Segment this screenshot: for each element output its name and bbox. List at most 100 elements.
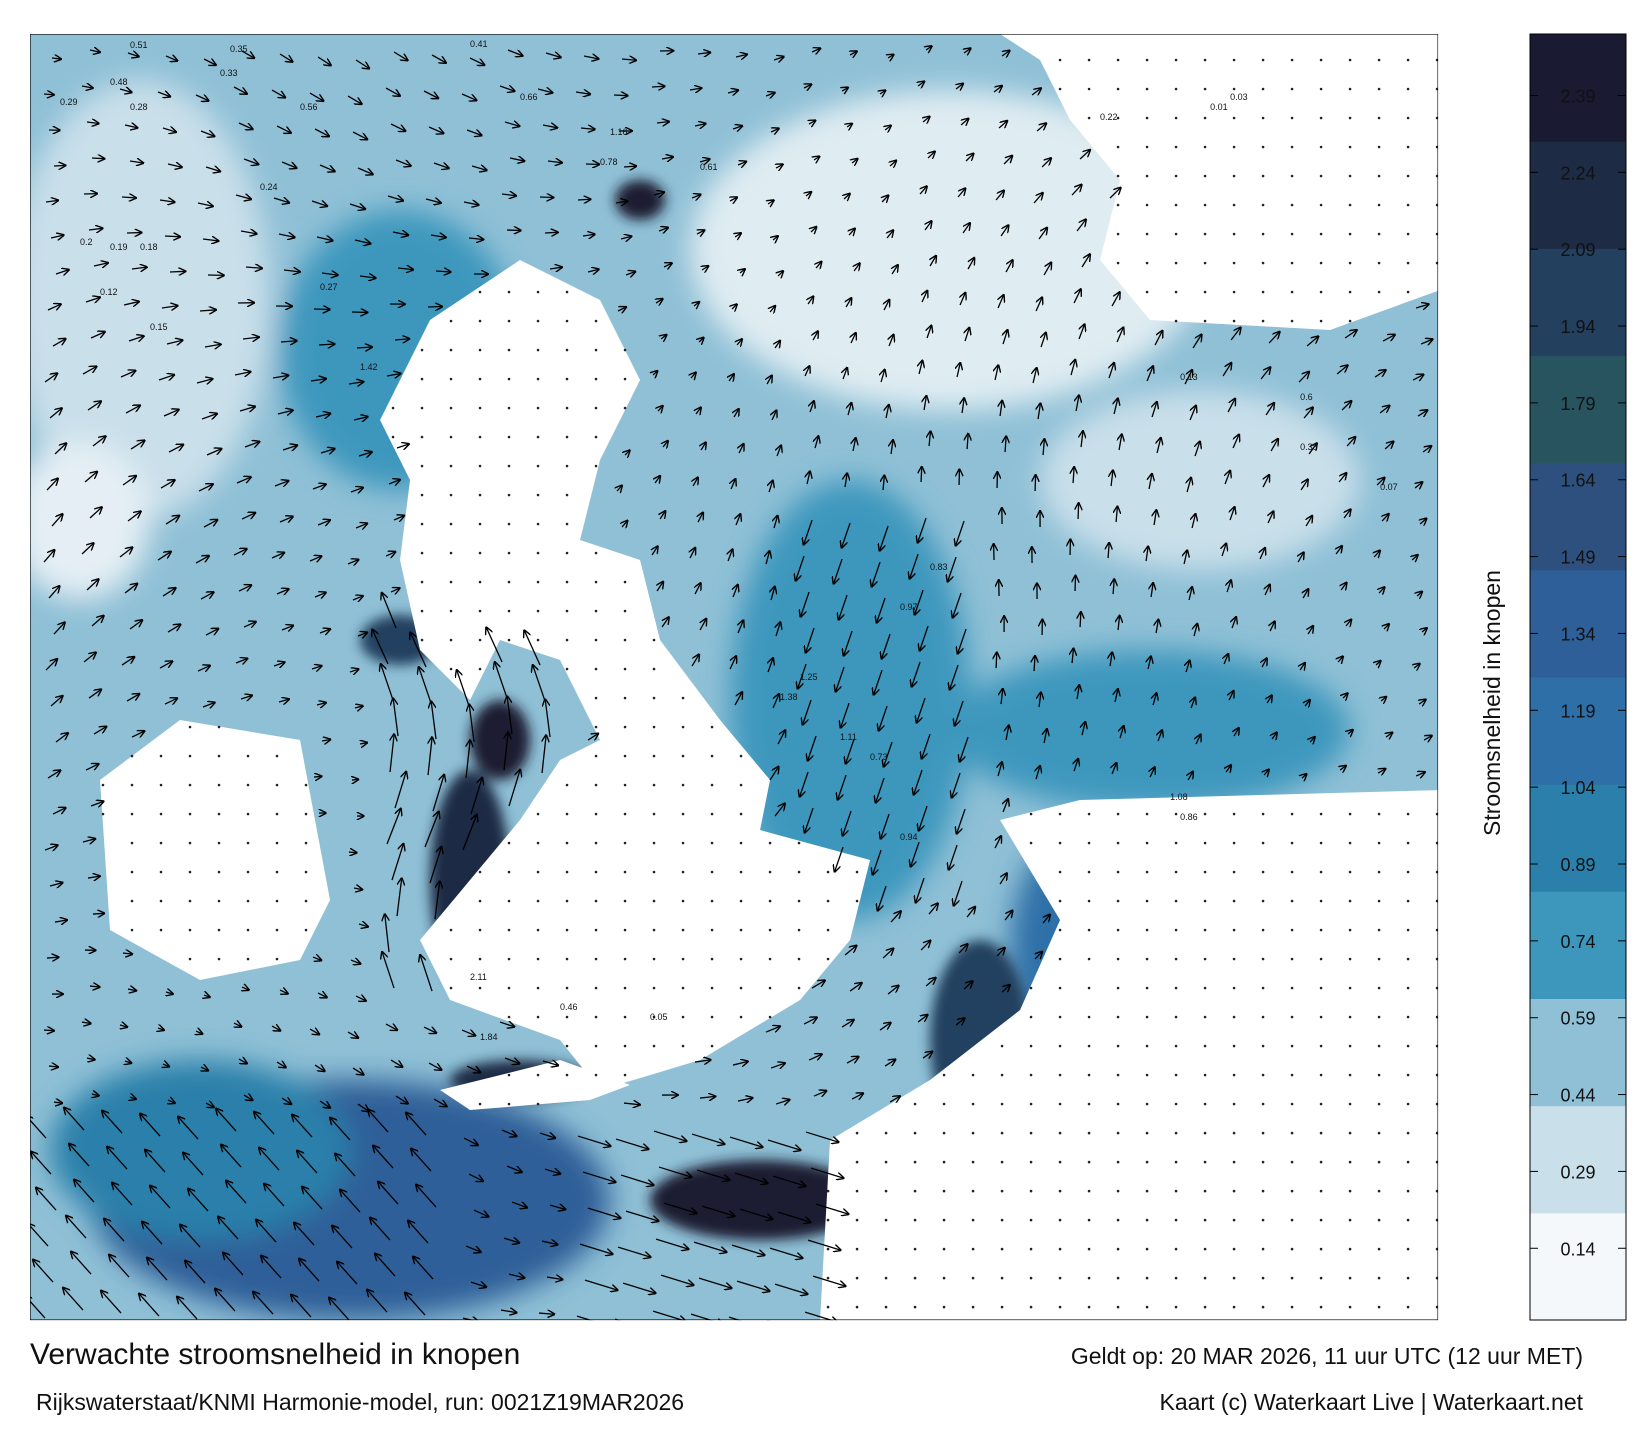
current-arrow: [416, 1185, 437, 1208]
grid-dot: [449, 348, 453, 352]
grid-dot: [478, 493, 482, 497]
current-arrow: [542, 125, 557, 128]
current-arrow: [127, 53, 139, 57]
grid-dot: [652, 783, 656, 787]
current-arrow: [423, 1027, 436, 1033]
current-arrow: [375, 1254, 396, 1277]
grid-dot: [1116, 841, 1120, 845]
current-arrow: [923, 117, 930, 122]
grid-dot: [739, 899, 743, 903]
grid-dot: [507, 522, 511, 526]
grid-dot: [1116, 1160, 1120, 1164]
current-arrow: [1306, 336, 1318, 347]
speed-label: 1.38: [780, 692, 798, 702]
grid-dot: [913, 1305, 917, 1309]
grid-dot: [1174, 145, 1178, 149]
current-arrow: [503, 732, 508, 771]
grid-dot: [855, 1218, 859, 1222]
current-arrow: [774, 516, 778, 529]
speed-label: 0.22: [1100, 112, 1118, 122]
grid-dot: [1029, 1131, 1033, 1135]
current-arrow: [993, 86, 1002, 92]
grid-dot: [826, 870, 830, 874]
grid-dot: [188, 754, 192, 758]
grid-dot: [507, 870, 511, 874]
current-arrow: [165, 516, 179, 525]
current-arrow: [1000, 225, 1008, 237]
speed-label: 0.28: [130, 102, 148, 112]
current-arrow: [1386, 733, 1392, 737]
current-arrow: [241, 50, 254, 58]
current-arrow: [1108, 543, 1109, 559]
grid-dot: [536, 638, 540, 642]
grid-dot: [1058, 1276, 1062, 1280]
grid-dot: [1348, 1073, 1352, 1077]
current-arrow: [350, 488, 363, 492]
grid-dot: [1000, 1102, 1004, 1106]
current-arrow: [1412, 375, 1423, 380]
grid-dot: [1406, 290, 1410, 294]
current-arrow: [235, 195, 251, 199]
current-arrow: [655, 1238, 688, 1249]
current-arrow: [433, 163, 449, 168]
current-arrow: [1263, 475, 1269, 488]
grid-dot: [507, 290, 511, 294]
current-arrow: [281, 626, 293, 630]
grid-dot: [449, 319, 453, 323]
grid-dot: [1348, 899, 1352, 903]
current-arrow: [1035, 297, 1042, 312]
grid-dot: [1290, 1102, 1294, 1106]
current-arrow: [1073, 467, 1074, 484]
current-arrow: [549, 1205, 565, 1209]
grid-dot: [478, 348, 482, 352]
current-arrow: [919, 805, 928, 831]
current-arrow: [406, 1113, 427, 1136]
grid-dot: [1029, 1189, 1033, 1193]
current-arrow: [1381, 697, 1386, 701]
grid-dot: [1232, 58, 1236, 62]
current-arrow: [839, 594, 848, 620]
current-arrow: [45, 200, 58, 202]
current-arrow: [391, 844, 403, 881]
current-arrow: [337, 1262, 358, 1285]
current-arrow: [428, 1062, 441, 1070]
current-arrow: [139, 1294, 160, 1317]
current-arrow: [950, 664, 959, 690]
grid-dot: [1290, 1276, 1294, 1280]
current-arrow: [394, 772, 406, 809]
grid-dot: [1203, 203, 1207, 207]
grid-dot: [594, 1073, 598, 1077]
grid-dot: [1348, 986, 1352, 990]
current-arrow: [653, 1130, 686, 1141]
grid-dot: [478, 377, 482, 381]
grid-dot: [1087, 841, 1091, 845]
current-arrow: [960, 293, 965, 306]
current-arrow: [276, 125, 291, 133]
grid-dot: [1319, 957, 1323, 961]
speed-label: 0.18: [140, 242, 158, 252]
grid-dot: [1145, 957, 1149, 961]
current-arrow: [620, 1174, 653, 1185]
current-arrow: [658, 228, 668, 231]
grid-dot: [1145, 1305, 1149, 1309]
current-arrow: [201, 1067, 208, 1070]
grid-dot: [1000, 1131, 1004, 1135]
current-arrow: [51, 514, 63, 527]
current-arrow: [261, 1256, 282, 1279]
current-arrow: [145, 1150, 166, 1173]
current-arrow: [90, 332, 105, 339]
current-arrow: [378, 1182, 399, 1205]
current-arrow: [1227, 580, 1231, 593]
current-arrow: [1158, 730, 1162, 742]
current-arrow: [157, 552, 171, 561]
grid-dot: [1377, 145, 1381, 149]
grid-dot: [1145, 1189, 1149, 1193]
current-arrow: [732, 126, 742, 129]
current-arrow: [691, 195, 701, 198]
current-arrow: [463, 1137, 478, 1145]
current-arrow: [203, 59, 216, 65]
current-arrow: [544, 232, 558, 233]
grid-dot: [507, 638, 511, 642]
grid-dot: [1232, 957, 1236, 961]
speed-label: 0.51: [130, 40, 148, 50]
